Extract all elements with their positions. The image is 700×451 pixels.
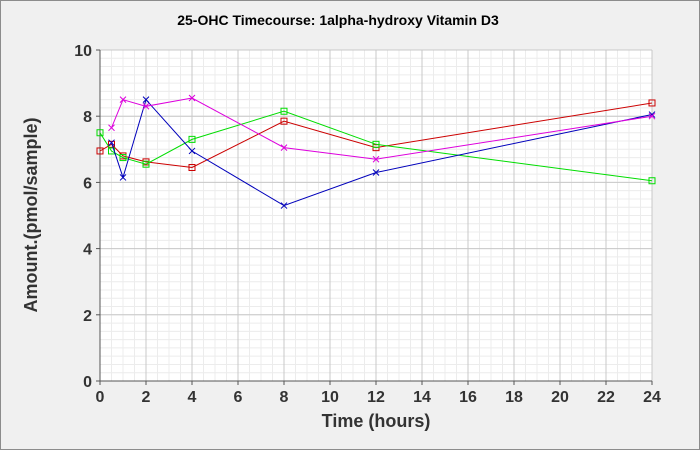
data-point-blue xyxy=(108,139,115,147)
y-axis-label: Amount.(pmol/sample) xyxy=(21,117,41,312)
data-point-red xyxy=(648,99,656,107)
y-tick-label: 0 xyxy=(83,374,92,391)
series-line-green xyxy=(99,110,653,182)
series-layer xyxy=(96,94,656,209)
data-point-blue xyxy=(372,169,380,176)
x-tick-label: 12 xyxy=(367,389,385,406)
x-axis-label: Time (hours) xyxy=(322,411,431,431)
data-point-magenta xyxy=(372,155,380,163)
data-point-green xyxy=(96,129,104,137)
data-point-green xyxy=(372,140,380,148)
major-grid xyxy=(99,49,653,382)
x-tick-label: 24 xyxy=(643,389,661,406)
x-tick-label: 14 xyxy=(413,389,431,406)
y-tick-label: 2 xyxy=(83,308,92,325)
data-point-red xyxy=(280,117,288,125)
x-tick-label: 0 xyxy=(96,389,105,406)
data-point-magenta xyxy=(142,102,150,110)
x-tick-label: 18 xyxy=(505,389,523,406)
x-tick-label: 22 xyxy=(597,389,615,406)
data-point-magenta xyxy=(648,112,656,120)
data-point-green xyxy=(280,107,288,115)
y-tick-label: 10 xyxy=(74,43,92,60)
data-point-red xyxy=(188,164,196,172)
x-tick-label: 16 xyxy=(459,389,477,406)
series-green xyxy=(96,107,656,185)
x-tick-label: 6 xyxy=(234,389,243,406)
series-line-red xyxy=(99,102,653,169)
y-tick-label: 4 xyxy=(83,242,92,259)
series-blue xyxy=(108,96,656,209)
data-point-blue xyxy=(188,147,196,155)
x-tick-label: 4 xyxy=(188,389,197,406)
y-tick-label: 6 xyxy=(83,175,92,192)
data-point-blue xyxy=(119,174,127,181)
data-point-magenta xyxy=(280,144,288,151)
x-tick-label: 8 xyxy=(280,389,289,406)
data-point-magenta xyxy=(188,94,196,102)
data-point-green xyxy=(119,154,127,162)
data-point-magenta xyxy=(119,96,127,104)
data-point-green xyxy=(188,135,196,143)
data-point-red xyxy=(108,140,115,148)
data-point-blue xyxy=(280,202,288,209)
data-point-red xyxy=(96,147,104,155)
x-tick-label: 2 xyxy=(142,389,151,406)
data-point-green xyxy=(142,160,150,168)
data-point-magenta xyxy=(108,124,115,132)
chart-title: 25-OHC Timecourse: 1alpha-hydroxy Vitami… xyxy=(177,12,499,28)
data-point-green xyxy=(648,177,656,185)
x-tick-label: 20 xyxy=(551,389,569,406)
x-tick-label: 10 xyxy=(321,389,339,406)
data-point-blue xyxy=(142,96,150,104)
series-magenta xyxy=(108,94,656,163)
y-tick-label: 8 xyxy=(83,109,92,126)
